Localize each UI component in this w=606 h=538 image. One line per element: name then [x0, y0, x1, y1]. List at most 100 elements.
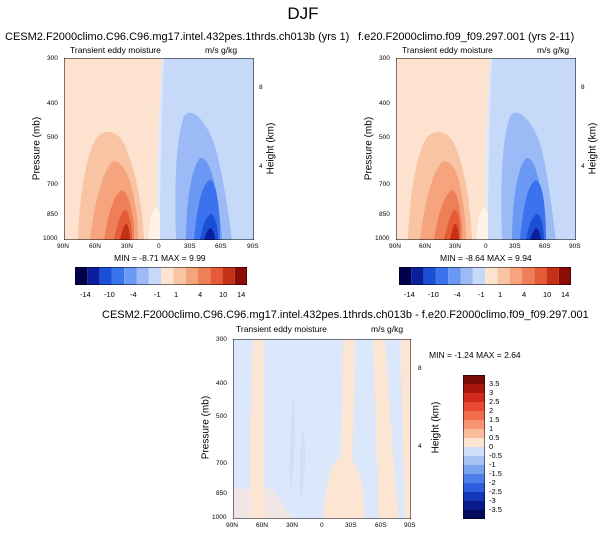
panel2-height-tick-8: 8: [581, 84, 585, 91]
panel3-ytick-400: 400: [216, 380, 227, 387]
panel1-xtick-60N: 60N: [89, 243, 101, 250]
panel1-ytick-1000: 1000: [43, 235, 58, 242]
panel3-xtick-60S: 60S: [375, 522, 387, 529]
panel3-cb-label: -2: [489, 478, 496, 487]
panel2-plot: [396, 58, 576, 240]
panel3-cb-label: 2: [489, 406, 494, 415]
panel1-units: m/s g/kg: [205, 45, 238, 55]
panel3-xtick-60N: 60N: [256, 522, 268, 529]
panel3-colorbar: [463, 375, 485, 519]
panel3-cb-label: 0: [489, 442, 494, 451]
panel1-ylabel: Pressure (mb): [31, 116, 43, 181]
panel3-height-tick-4: 4: [418, 443, 422, 450]
panel1-title: CESM2.F2000climo.C96.C96.mg17.intel.432p…: [5, 31, 350, 43]
panel2-ytick-1000: 1000: [375, 235, 390, 242]
panel1-cb-label: -10: [104, 290, 115, 299]
panel3-cb-label: 3: [489, 388, 494, 397]
panel3-cb-label: -1.5: [489, 469, 502, 478]
panel3-ytick-500: 500: [216, 413, 227, 420]
panel1-left-string: Transient eddy moisture: [70, 45, 161, 55]
panel2-height-tick-4: 4: [581, 163, 585, 170]
panel2-left-string: Transient eddy moisture: [402, 45, 493, 55]
panel2-min-max: MIN = -8.64 MAX = 9.94: [440, 253, 532, 263]
panel3-cb-label: 2.5: [489, 397, 500, 406]
panel1-cb-label: 10: [219, 290, 228, 299]
panel2-xtick-30N: 30N: [449, 243, 461, 250]
panel1-cb-label: 1: [174, 290, 179, 299]
panel3-cb-label: 1.5: [489, 415, 500, 424]
panel3-height-tick-8: 8: [418, 365, 422, 372]
panel3-cb-label: 1: [489, 424, 494, 433]
panel3-plot: [233, 339, 411, 519]
panel1-height-tick-4: 4: [259, 163, 263, 170]
panel1-ytick-300: 300: [47, 55, 58, 62]
panel1-cb-label: -14: [80, 290, 91, 299]
panel3-cb-label: -0.5: [489, 451, 502, 460]
panel1-min-max: MIN = -8.71 MAX = 9.99: [114, 253, 206, 263]
panel1-y2label: Height (km): [265, 122, 277, 175]
panel2-ylabel: Pressure (mb): [363, 116, 375, 181]
panel2-xtick-30S: 30S: [509, 243, 521, 250]
panel3-xtick-30N: 30N: [286, 522, 298, 529]
panel2-cb-label: -10: [428, 290, 439, 299]
panel3-cb-label: 0.5: [489, 433, 500, 442]
panel3-ytick-300: 300: [216, 336, 227, 343]
panel1-xtick-0: 0: [157, 243, 161, 250]
panel3-ytick-850: 850: [216, 490, 227, 497]
panel3-cb-label: -2.5: [489, 487, 502, 496]
panel3-ytick-700: 700: [216, 460, 227, 467]
panel2-ytick-300: 300: [379, 55, 390, 62]
panel2-units: m/s g/kg: [537, 45, 570, 55]
panel2-cb-label: 14: [561, 290, 570, 299]
panel1-colorbar: [75, 267, 247, 285]
panel1-xtick-30S: 30S: [184, 243, 196, 250]
panel1-xtick-60S: 60S: [215, 243, 227, 250]
panel2-xtick-60S: 60S: [539, 243, 551, 250]
panel3-ytick-1000: 1000: [212, 514, 227, 521]
panel1-xtick-90N: 90N: [57, 243, 69, 250]
panel2-cb-label: -4: [454, 290, 461, 299]
panel1-xtick-30N: 30N: [121, 243, 133, 250]
panel3-cb-label: -1: [489, 460, 496, 469]
panel3-cb-label: -3: [489, 496, 496, 505]
panel3-cb-label: -3.5: [489, 505, 502, 514]
panel1-ytick-700: 700: [47, 181, 58, 188]
panel2-title: f.e20.F2000climo.f09_f09.297.001 (yrs 2-…: [358, 31, 575, 43]
panel2-colorbar: [399, 267, 571, 285]
panel2-xtick-0: 0: [484, 243, 488, 250]
panel1-plot: [64, 58, 254, 240]
panel1-cb-label: 14: [237, 290, 246, 299]
panel1-ytick-500: 500: [47, 134, 58, 141]
panel2-cb-label: -1: [478, 290, 485, 299]
panel3-left-string: Transient eddy moisture: [236, 324, 327, 334]
panel1-ytick-850: 850: [47, 211, 58, 218]
panel3-xtick-0: 0: [320, 522, 324, 529]
panel2-ytick-850: 850: [379, 211, 390, 218]
panel2-ytick-400: 400: [379, 100, 390, 107]
panel2-y2label: Height (km): [587, 122, 599, 175]
panel2-xtick-60N: 60N: [419, 243, 431, 250]
panel2-cb-label: -14: [404, 290, 415, 299]
panel1-cb-label: -4: [130, 290, 137, 299]
panel2-cb-label: 10: [543, 290, 552, 299]
panel1-cb-label: 4: [198, 290, 203, 299]
panel3-y2label: Height (km): [430, 401, 442, 454]
panel3-ylabel: Pressure (mb): [200, 395, 212, 460]
panel1-cb-label: -1: [154, 290, 161, 299]
panel1-ytick-400: 400: [47, 100, 58, 107]
panel2-cb-label: 4: [522, 290, 527, 299]
panel3-xtick-90N: 90N: [226, 522, 238, 529]
panel3-min-max: MIN = -1.24 MAX = 2.64: [429, 350, 521, 360]
panel2-xtick-90N: 90N: [389, 243, 401, 250]
panel1-height-tick-8: 8: [259, 84, 263, 91]
panel2-cb-label: 1: [498, 290, 503, 299]
panel2-ytick-500: 500: [379, 134, 390, 141]
panel3-title: CESM2.F2000climo.C96.C96.mg17.intel.432p…: [102, 309, 589, 321]
panel3-cb-label: 3.5: [489, 379, 500, 388]
panel2-ytick-700: 700: [379, 181, 390, 188]
panel2-xtick-90S: 90S: [569, 243, 581, 250]
panel3-xtick-30S: 30S: [345, 522, 357, 529]
suptitle: DJF: [287, 4, 319, 23]
panel1-xtick-90S: 90S: [247, 243, 259, 250]
